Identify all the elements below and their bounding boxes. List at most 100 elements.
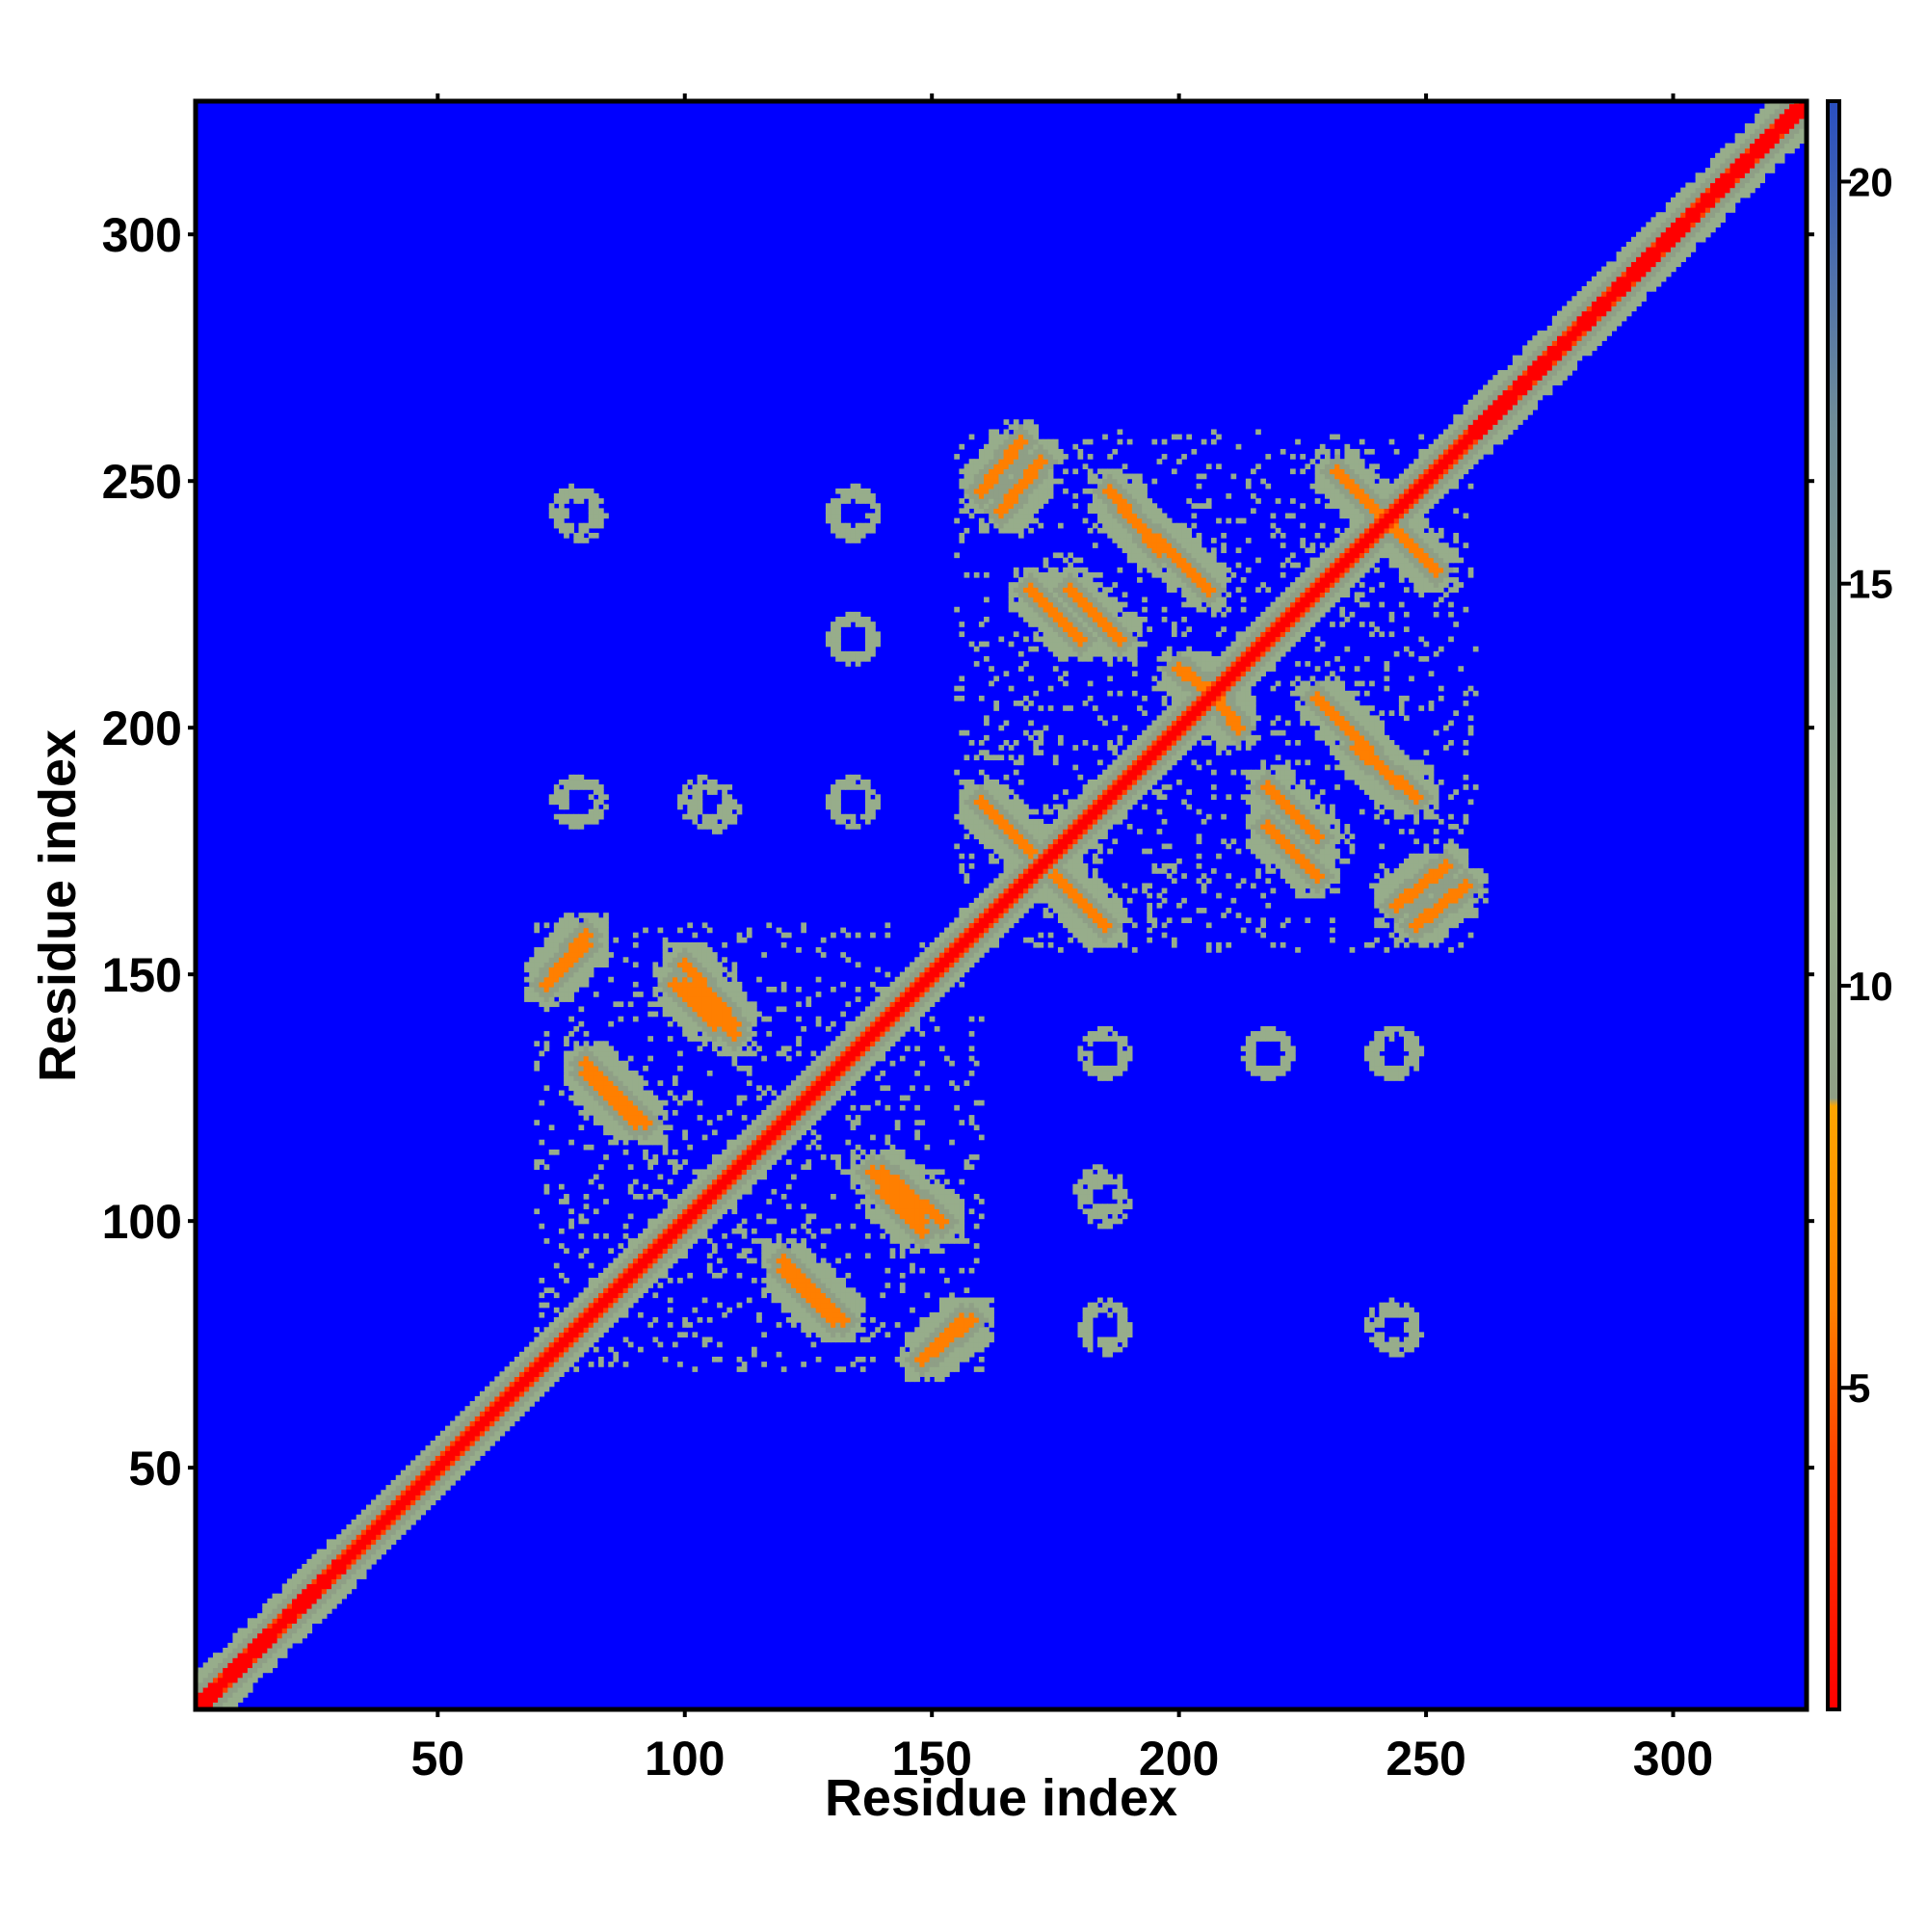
heatmap-cell — [924, 1228, 931, 1234]
heatmap-cell — [622, 1065, 629, 1072]
heatmap-cell — [899, 976, 906, 983]
heatmap-cell — [810, 1287, 817, 1293]
heatmap-cell — [687, 1011, 694, 1018]
heatmap-cell — [583, 981, 590, 988]
heatmap-cell — [223, 1648, 228, 1654]
heatmap-cell — [752, 1257, 757, 1264]
heatmap-cell — [588, 932, 594, 939]
heatmap-cell — [805, 1287, 812, 1293]
heatmap-cell — [687, 1213, 694, 1220]
heatmap-cell — [539, 981, 545, 988]
heatmap-cell — [771, 1109, 778, 1116]
heatmap-cell — [464, 1411, 471, 1416]
heatmap-cell — [884, 1016, 891, 1022]
heatmap-cell — [761, 1149, 767, 1155]
heatmap-cell — [801, 1307, 806, 1313]
heatmap-cell — [667, 952, 673, 958]
heatmap-cell — [603, 1120, 609, 1125]
heatmap-cell — [938, 1228, 945, 1234]
heatmap-cell — [845, 932, 852, 939]
heatmap-cell — [514, 1395, 520, 1402]
heatmap-cell — [954, 1307, 960, 1313]
heatmap-cell — [870, 1332, 876, 1338]
heatmap-cell — [272, 1618, 278, 1624]
heatmap-cell — [989, 897, 994, 904]
heatmap-cell — [435, 1474, 441, 1481]
heatmap-cell — [568, 1016, 574, 1022]
heatmap-cell — [805, 1248, 812, 1255]
heatmap-cell — [474, 1425, 481, 1432]
heatmap-cell — [529, 971, 535, 978]
heatmap-cell — [978, 804, 985, 810]
heatmap-cell — [588, 1327, 594, 1333]
heatmap-cell — [954, 1218, 960, 1225]
heatmap-cell — [746, 1036, 752, 1042]
heatmap-cell — [736, 1159, 743, 1165]
heatmap-cell — [687, 789, 694, 795]
heatmap-cell — [667, 1253, 673, 1259]
heatmap-cell — [870, 622, 876, 627]
heatmap-cell — [564, 789, 569, 795]
heatmap-cell — [855, 1297, 861, 1304]
heatmap-cell — [973, 932, 980, 939]
heatmap-cell — [989, 1297, 994, 1304]
heatmap-cell — [588, 1302, 594, 1309]
heatmap-cell — [578, 1075, 585, 1081]
heatmap-cell — [485, 1411, 490, 1416]
heatmap-cell — [801, 1238, 806, 1244]
heatmap-cell — [711, 1248, 718, 1255]
heatmap-cell — [978, 941, 985, 948]
heatmap-cell — [741, 1362, 748, 1367]
heatmap-cell — [697, 981, 703, 988]
heatmap-cell — [548, 962, 555, 968]
heatmap-cell — [850, 1055, 857, 1062]
heatmap-cell — [864, 655, 871, 662]
heatmap-cell — [845, 522, 852, 529]
heatmap-cell — [632, 1090, 639, 1097]
heatmap-cell — [568, 986, 574, 992]
heatmap-cell — [959, 483, 965, 490]
heatmap-cell — [564, 913, 569, 918]
heatmap-cell — [845, 1085, 852, 1092]
heatmap-cell — [622, 1139, 629, 1146]
heatmap-cell — [267, 1632, 274, 1639]
heatmap-cell — [385, 1504, 392, 1511]
heatmap-cell — [573, 971, 580, 978]
heatmap-cell — [677, 1362, 683, 1367]
heatmap-cell — [785, 1287, 792, 1293]
heatmap-cell — [776, 1297, 782, 1304]
heatmap-cell — [726, 1164, 733, 1170]
heatmap-cell — [810, 1341, 817, 1348]
heatmap-cell — [810, 1065, 817, 1072]
heatmap-cell — [899, 1174, 906, 1180]
heatmap-cell — [766, 1129, 773, 1136]
heatmap-cell — [776, 1149, 782, 1155]
heatmap-cell — [415, 1490, 421, 1495]
heatmap-cell — [638, 1085, 644, 1092]
heatmap-cell — [543, 966, 550, 973]
heatmap-cell — [578, 1095, 585, 1101]
heatmap-cell — [989, 804, 994, 810]
heatmap-cell — [667, 992, 673, 997]
heatmap-cell — [766, 1218, 773, 1225]
heatmap-cell — [292, 1602, 298, 1609]
heatmap-cell — [667, 1090, 673, 1097]
heatmap-cell — [711, 818, 718, 825]
heatmap-cell — [302, 1598, 307, 1604]
heatmap-cell — [672, 996, 678, 1002]
heatmap-cell — [899, 1001, 906, 1008]
heatmap-cell — [752, 1050, 757, 1057]
heatmap-cell — [978, 932, 985, 939]
heatmap-cell — [889, 1154, 896, 1160]
heatmap-cell — [543, 971, 550, 978]
heatmap-cell — [638, 1232, 644, 1239]
heatmap-cell — [553, 1317, 560, 1323]
heatmap-cell — [959, 1199, 965, 1204]
heatmap-cell — [667, 1213, 673, 1220]
heatmap-cell — [894, 1011, 901, 1018]
heatmap-cell — [242, 1648, 249, 1654]
heatmap-cell — [479, 1416, 486, 1422]
heatmap-cell — [701, 1016, 708, 1022]
heatmap-cell — [662, 937, 669, 943]
heatmap-cell — [864, 522, 871, 529]
